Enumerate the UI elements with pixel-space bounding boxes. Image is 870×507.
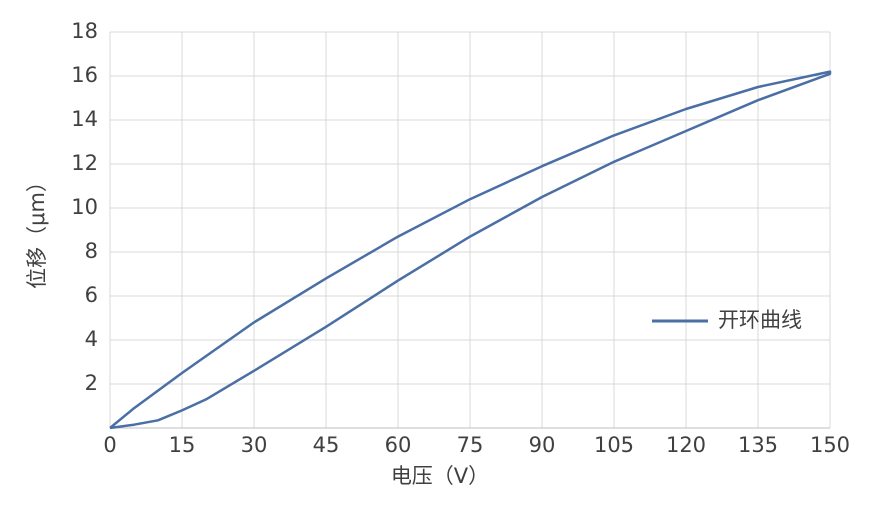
data-line bbox=[109, 70, 832, 430]
x-tick-label: 150 bbox=[810, 433, 850, 457]
y-tick-label: 4 bbox=[85, 327, 98, 351]
y-tick-label: 6 bbox=[85, 283, 98, 307]
y-tick-label: 18 bbox=[71, 19, 98, 43]
x-tick-label: 105 bbox=[594, 433, 634, 457]
y-tick-label: 8 bbox=[85, 239, 98, 263]
x-tick-label: 0 bbox=[103, 433, 116, 457]
x-tick-label: 30 bbox=[241, 433, 268, 457]
x-tick-label: 120 bbox=[666, 433, 706, 457]
y-tick-label: 2 bbox=[85, 371, 98, 395]
x-tick-label: 15 bbox=[169, 433, 196, 457]
x-tick-label: 75 bbox=[457, 433, 484, 457]
x-tick-label: 90 bbox=[529, 433, 556, 457]
x-axis-title: 电压（V） bbox=[391, 464, 489, 488]
legend-label: 开环曲线 bbox=[718, 308, 802, 332]
y-tick-label: 12 bbox=[71, 151, 98, 175]
y-axis-title: 位移（μm） bbox=[25, 171, 49, 289]
y-tick-label: 16 bbox=[71, 63, 98, 87]
x-tick-label: 60 bbox=[385, 433, 412, 457]
y-tick-label: 14 bbox=[71, 107, 98, 131]
y-tick-label: 10 bbox=[71, 195, 98, 219]
x-tick-label: 45 bbox=[313, 433, 340, 457]
x-tick-label: 135 bbox=[738, 433, 778, 457]
